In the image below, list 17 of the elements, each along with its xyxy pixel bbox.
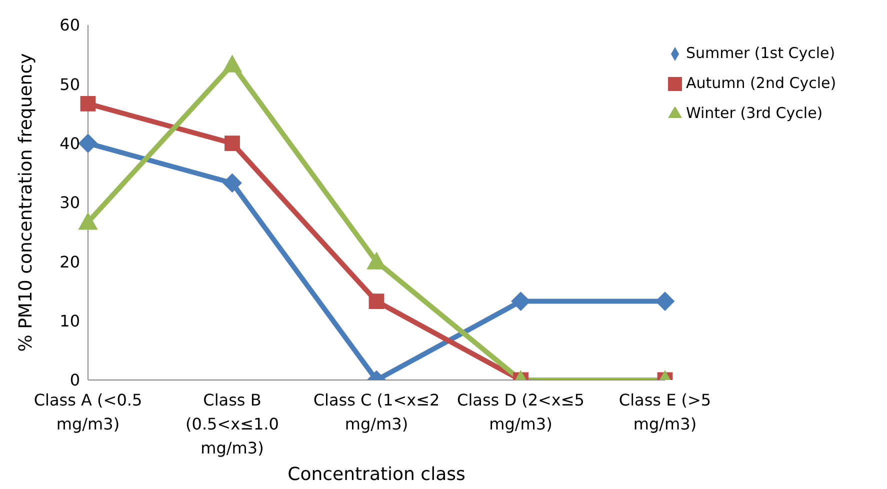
y-axis-title: % PM10 concentration frequency — [15, 52, 36, 352]
y-tick-label: 20 — [60, 252, 80, 272]
legend-label: Summer (1st Cycle) — [686, 44, 836, 62]
y-tick-label: 30 — [60, 193, 80, 212]
x-tick-label: Class A (<0.5 mg/m3) — [34, 390, 142, 434]
x-axis-title: Concentration class — [288, 464, 466, 485]
x-tick-label: Class C (1<x≤2 mg/m3) — [313, 390, 440, 434]
legend-label: Winter (3rd Cycle) — [686, 104, 823, 122]
x-tick-label: Class E (>5 mg/m3) — [618, 390, 712, 434]
x-tick-label: Class D (2<x≤5 mg/m3) — [457, 390, 584, 434]
y-tick-label: 0 — [70, 370, 80, 390]
y-tick-label: 60 — [60, 16, 80, 35]
x-tick-label: Class B (0.5<x≤1.0 mg/m3) — [186, 390, 279, 458]
y-tick-label: 40 — [60, 134, 80, 154]
y-tick-label: 10 — [60, 312, 80, 331]
y-tick-label: 50 — [60, 74, 80, 94]
legend-label: Autumn (2nd Cycle) — [686, 74, 836, 92]
